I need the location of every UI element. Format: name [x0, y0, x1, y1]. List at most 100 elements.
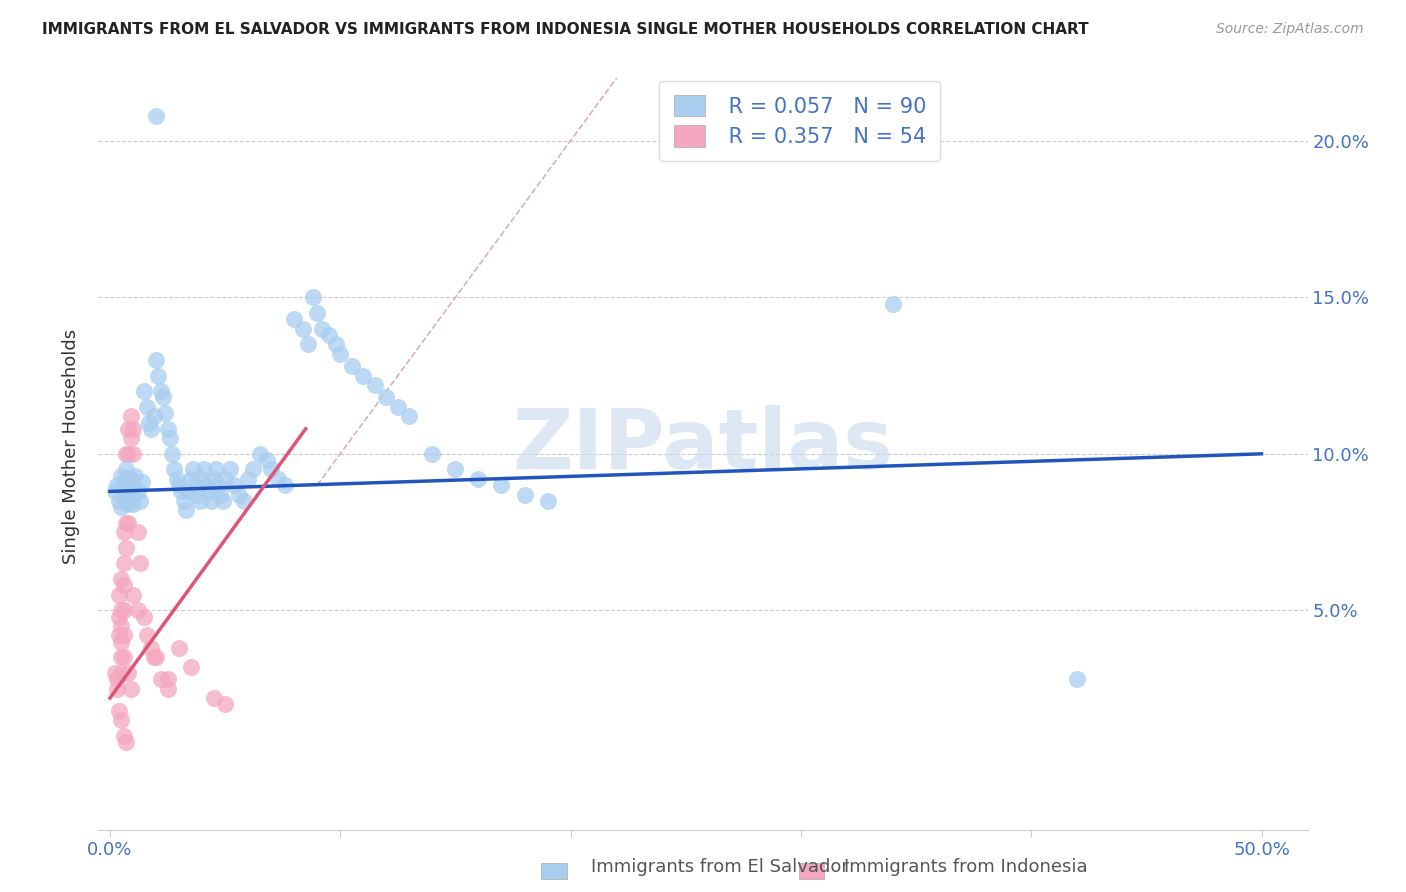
Point — [115, 541, 138, 555]
Point — [110, 634, 132, 648]
Point — [108, 704, 131, 718]
Point — [173, 493, 195, 508]
Point — [200, 493, 222, 508]
Point — [103, 484, 125, 499]
Point — [117, 422, 139, 436]
Point — [318, 327, 340, 342]
Point — [398, 409, 420, 424]
Point — [105, 478, 128, 492]
Point — [117, 516, 139, 530]
Point — [110, 650, 132, 665]
Point — [145, 650, 167, 665]
Point — [108, 493, 131, 508]
Point — [117, 447, 139, 461]
Point — [135, 400, 157, 414]
Point — [228, 487, 250, 501]
Point — [122, 422, 145, 436]
Point — [115, 447, 138, 461]
Point — [301, 290, 323, 304]
Point — [340, 359, 363, 373]
Point — [127, 484, 149, 499]
Point — [128, 557, 150, 571]
Point — [256, 453, 278, 467]
Point — [167, 640, 190, 655]
Point — [110, 572, 132, 586]
Point — [297, 337, 319, 351]
Point — [115, 462, 138, 476]
Point — [159, 431, 181, 445]
Point — [325, 337, 347, 351]
Point — [195, 478, 218, 492]
Point — [120, 472, 142, 486]
Point — [112, 525, 135, 540]
Point — [163, 462, 186, 476]
Text: ZIPatlas: ZIPatlas — [513, 406, 893, 486]
Point — [112, 557, 135, 571]
Point — [142, 650, 165, 665]
Point — [467, 472, 489, 486]
Point — [274, 478, 297, 492]
Point — [131, 475, 153, 489]
Point — [387, 400, 409, 414]
Point — [120, 409, 142, 424]
Point — [148, 368, 170, 383]
Point — [184, 478, 207, 492]
Point — [267, 472, 290, 486]
Point — [115, 735, 138, 749]
Point — [198, 484, 221, 499]
Point — [160, 447, 183, 461]
Point — [375, 391, 398, 405]
Point — [117, 665, 139, 680]
Point — [112, 729, 135, 743]
Legend:  R = 0.057   N = 90,  R = 0.357   N = 54: R = 0.057 N = 90, R = 0.357 N = 54 — [659, 80, 941, 161]
Point — [177, 484, 200, 499]
Point — [134, 609, 156, 624]
Point — [141, 422, 163, 436]
Point — [170, 484, 193, 499]
Text: Source: ZipAtlas.com: Source: ZipAtlas.com — [1216, 22, 1364, 37]
Point — [149, 384, 172, 399]
Point — [1066, 673, 1088, 687]
Point — [124, 468, 146, 483]
Point — [135, 628, 157, 642]
Point — [352, 368, 374, 383]
Point — [236, 472, 259, 486]
Point — [120, 491, 142, 505]
Point — [224, 478, 246, 492]
Point — [112, 628, 135, 642]
Point — [307, 306, 329, 320]
Point — [120, 681, 142, 696]
Point — [422, 447, 444, 461]
Point — [105, 673, 128, 687]
Point — [141, 640, 163, 655]
Point — [156, 422, 179, 436]
Point — [145, 352, 167, 367]
Point — [444, 462, 467, 476]
Text: Immigrants from El Salvador: Immigrants from El Salvador — [591, 858, 848, 876]
Point — [329, 346, 352, 360]
Text: Immigrants from Indonesia: Immigrants from Indonesia — [844, 858, 1087, 876]
Point — [127, 525, 149, 540]
Point — [115, 493, 138, 508]
Point — [110, 713, 132, 727]
Point — [207, 478, 229, 492]
Point — [115, 516, 138, 530]
Point — [142, 409, 165, 424]
Point — [117, 497, 139, 511]
Point — [205, 462, 228, 476]
Point — [145, 109, 167, 123]
Point — [149, 673, 172, 687]
Point — [120, 431, 142, 445]
Point — [166, 472, 188, 486]
Point — [191, 472, 214, 486]
Point — [122, 478, 145, 492]
Point — [260, 462, 283, 476]
Point — [115, 481, 138, 495]
Point — [311, 321, 333, 335]
Point — [152, 391, 174, 405]
Point — [138, 416, 160, 430]
Point — [112, 650, 135, 665]
Point — [209, 487, 232, 501]
Point — [283, 312, 305, 326]
Point — [112, 578, 135, 592]
